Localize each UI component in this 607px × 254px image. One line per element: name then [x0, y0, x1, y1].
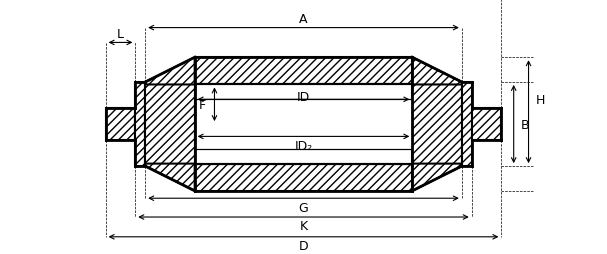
FancyBboxPatch shape — [195, 58, 412, 85]
FancyBboxPatch shape — [195, 85, 412, 164]
Text: F: F — [198, 98, 206, 111]
FancyBboxPatch shape — [412, 83, 462, 166]
Text: ID: ID — [297, 91, 310, 104]
FancyBboxPatch shape — [195, 164, 412, 191]
Polygon shape — [412, 58, 462, 85]
Polygon shape — [412, 164, 462, 191]
FancyBboxPatch shape — [106, 109, 135, 140]
Text: K: K — [299, 219, 308, 232]
FancyBboxPatch shape — [195, 100, 412, 149]
Text: G: G — [299, 201, 308, 214]
Polygon shape — [145, 164, 195, 191]
Text: H: H — [536, 93, 545, 106]
Text: ID₂: ID₂ — [294, 139, 313, 152]
FancyBboxPatch shape — [462, 83, 472, 166]
Text: D: D — [299, 239, 308, 252]
FancyBboxPatch shape — [472, 109, 501, 140]
Polygon shape — [145, 58, 195, 85]
FancyBboxPatch shape — [145, 83, 195, 166]
FancyBboxPatch shape — [135, 83, 145, 166]
Text: L: L — [117, 28, 124, 41]
Text: A: A — [299, 13, 308, 26]
Text: B: B — [521, 118, 530, 131]
